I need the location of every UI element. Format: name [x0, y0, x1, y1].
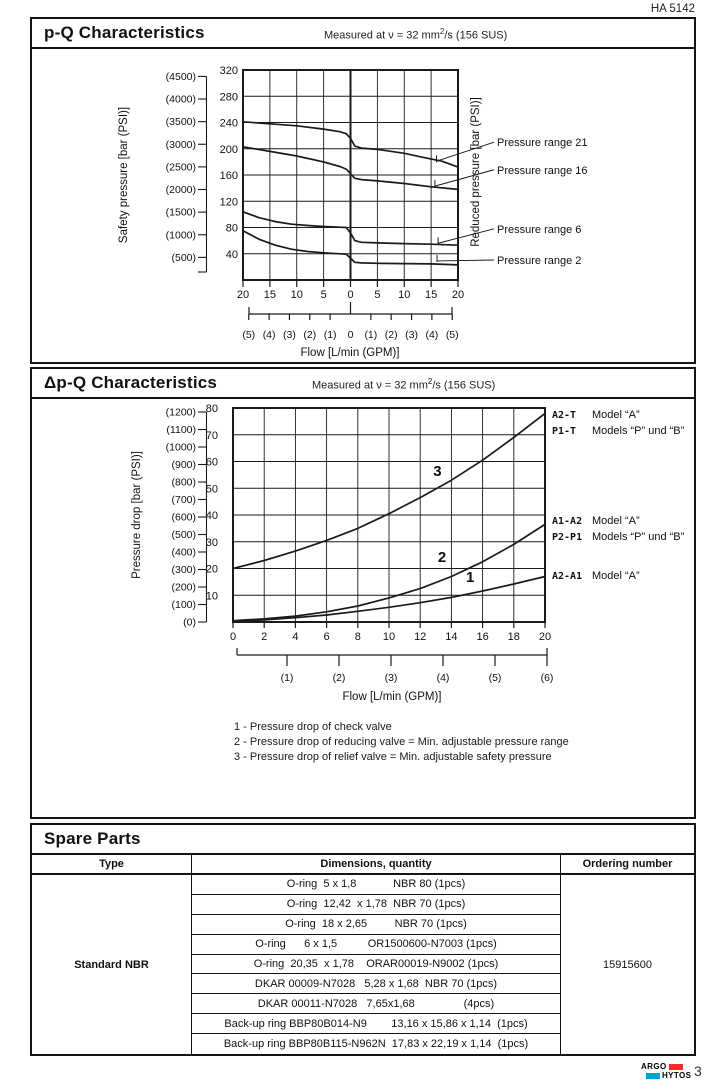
pq-section-title-bar: p-Q Characteristics Measured at ν = 32 m… — [30, 17, 696, 47]
pq-section-title: p-Q Characteristics — [44, 23, 205, 42]
dpq-section-title-bar: Δp-Q Characteristics Measured at ν = 32 … — [30, 367, 696, 397]
dimension-cell: O-ring 12,42 x 1,78 NBR 70 (1pcs) — [191, 894, 561, 915]
column-header-type: Type — [32, 855, 191, 875]
pq-measured-note: Measured at ν = 32 mm2/s (156 SUS) — [324, 27, 507, 42]
chart-note-line: 3 - Pressure drop of relief valve = Min.… — [234, 751, 552, 763]
dimension-cell: O-ring 20,35 x 1,78 ORAR00019-N9002 (1pc… — [191, 954, 561, 975]
logo-blue-block — [646, 1072, 660, 1079]
page-number: 3 — [694, 1063, 702, 1079]
measured-note-suffix: /s (156 SUS) — [432, 379, 496, 392]
measured-note-sup: 2 — [427, 377, 433, 386]
logo-row-argo: ARGO — [641, 1062, 691, 1071]
logo-row-hytos: HYTOS — [646, 1071, 691, 1080]
measured-note-prefix: Measured at ν = 32 mm — [324, 29, 440, 42]
logo-text-argo: ARGO — [641, 1061, 667, 1071]
column-header-ordering: Ordering number — [561, 855, 694, 875]
logo-red-block — [668, 1063, 683, 1070]
dimension-cell: O-ring 5 x 1,8 NBR 80 (1pcs) — [191, 875, 561, 895]
chart-note-line: 1 - Pressure drop of check valve — [234, 721, 392, 733]
dimension-cell: O-ring 18 x 2,65 NBR 70 (1pcs) — [191, 914, 561, 935]
measured-note-prefix: Measured at ν = 32 mm — [312, 379, 428, 392]
dimension-cell: Back-up ring BBP80B014-N9 13,16 x 15,86 … — [191, 1014, 561, 1035]
spare-parts-title-bar: Spare Parts — [30, 823, 696, 853]
logo-text-hytos: HYTOS — [662, 1070, 692, 1080]
chart-note-line: 2 - Pressure drop of reducing valve = Mi… — [234, 736, 569, 748]
spare-parts-table: Type Dimensions, quantity Ordering numbe… — [30, 853, 696, 1056]
dpq-section-title: Δp-Q Characteristics — [44, 373, 218, 392]
dimension-cell: DKAR 00009-N7028 5,28 x 1,68 NBR 70 (1pc… — [191, 974, 561, 995]
ordering-number-cell: 15915600 — [603, 958, 652, 971]
dpq-measured-note: Measured at ν = 32 mm2/s (156 SUS) — [312, 377, 495, 392]
spare-parts-title: Spare Parts — [44, 829, 141, 848]
dimension-cell: Back-up ring BBP80B115-N962N 17,83 x 22,… — [191, 1034, 561, 1054]
measured-note-suffix: /s (156 SUS) — [444, 29, 508, 42]
measured-note-sup: 2 — [439, 27, 445, 36]
dpq-chart-notes: 1 - Pressure drop of check valve 2 - Pres… — [234, 720, 569, 765]
dimension-cell: O-ring 6 x 1,5 OR1500600-N7003 (1pcs) — [191, 934, 561, 955]
dimension-cell: DKAR 00011-N7028 7,65x1,68 (4pcs) — [191, 994, 561, 1015]
type-cell: Standard NBR — [74, 958, 149, 971]
pq-chart-panel — [30, 47, 696, 364]
argo-hytos-logo: ARGO HYTOS — [641, 1062, 691, 1080]
doc-number: HA 5142 — [650, 3, 695, 15]
column-header-dimensions: Dimensions, quantity — [191, 855, 561, 875]
